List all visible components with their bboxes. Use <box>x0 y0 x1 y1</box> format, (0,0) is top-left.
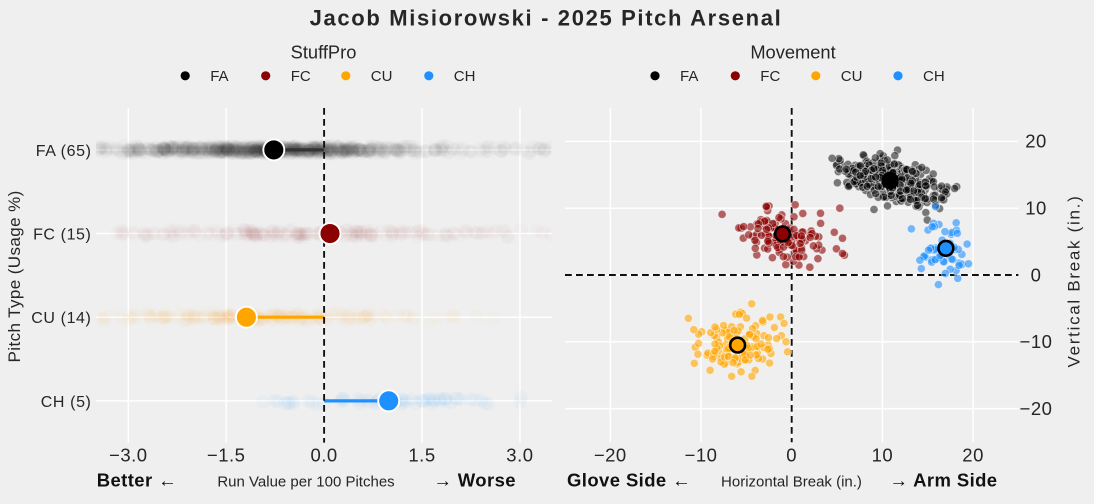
svg-text:10: 10 <box>1025 198 1047 219</box>
svg-text:CH: CH <box>923 68 945 85</box>
svg-text:FC: FC <box>760 68 780 85</box>
svg-text:10: 10 <box>872 445 894 466</box>
svg-text:CU: CU <box>371 68 393 85</box>
svg-text:0: 0 <box>786 445 797 466</box>
svg-text:3.0: 3.0 <box>506 445 533 466</box>
svg-text:Run Value per 100 Pitches: Run Value per 100 Pitches <box>217 474 394 491</box>
svg-text:0.0: 0.0 <box>310 445 337 466</box>
svg-text:FA: FA <box>680 68 698 85</box>
svg-text:CH (5): CH (5) <box>41 394 92 411</box>
svg-text:0: 0 <box>1031 264 1042 285</box>
svg-text:Pitch Type (Usage %): Pitch Type (Usage %) <box>5 190 24 362</box>
svg-text:Horizontal Break (in.): Horizontal Break (in.) <box>721 474 862 491</box>
svg-text:−20: −20 <box>594 445 627 466</box>
svg-text:Jacob Misiorowski - 2025 Pitch: Jacob Misiorowski - 2025 Pitch Arsenal <box>310 5 783 30</box>
svg-text:→ Arm Side: → Arm Side <box>889 470 997 491</box>
svg-text:20: 20 <box>962 445 984 466</box>
svg-text:−10: −10 <box>685 445 718 466</box>
svg-text:→ Worse: → Worse <box>433 470 516 491</box>
svg-text:Vertical Break (in.): Vertical Break (in.) <box>1065 195 1084 368</box>
svg-text:Glove Side ←: Glove Side ← <box>567 470 691 491</box>
svg-text:FC (15): FC (15) <box>33 227 91 244</box>
svg-text:Movement: Movement <box>750 42 835 63</box>
svg-text:CU: CU <box>841 68 863 85</box>
svg-text:CU (14): CU (14) <box>31 310 91 327</box>
svg-text:1.5: 1.5 <box>408 445 435 466</box>
svg-text:20: 20 <box>1025 131 1047 152</box>
svg-text:FA: FA <box>210 68 228 85</box>
svg-text:−20: −20 <box>1020 398 1053 419</box>
svg-text:CH: CH <box>454 68 476 85</box>
svg-text:−3.0: −3.0 <box>109 445 148 466</box>
svg-text:StuffPro: StuffPro <box>291 42 357 63</box>
svg-text:Better ←: Better ← <box>97 470 177 491</box>
svg-text:FA (65): FA (65) <box>36 143 92 160</box>
svg-text:−1.5: −1.5 <box>207 445 246 466</box>
svg-text:−10: −10 <box>1020 331 1053 352</box>
svg-text:FC: FC <box>291 68 311 85</box>
